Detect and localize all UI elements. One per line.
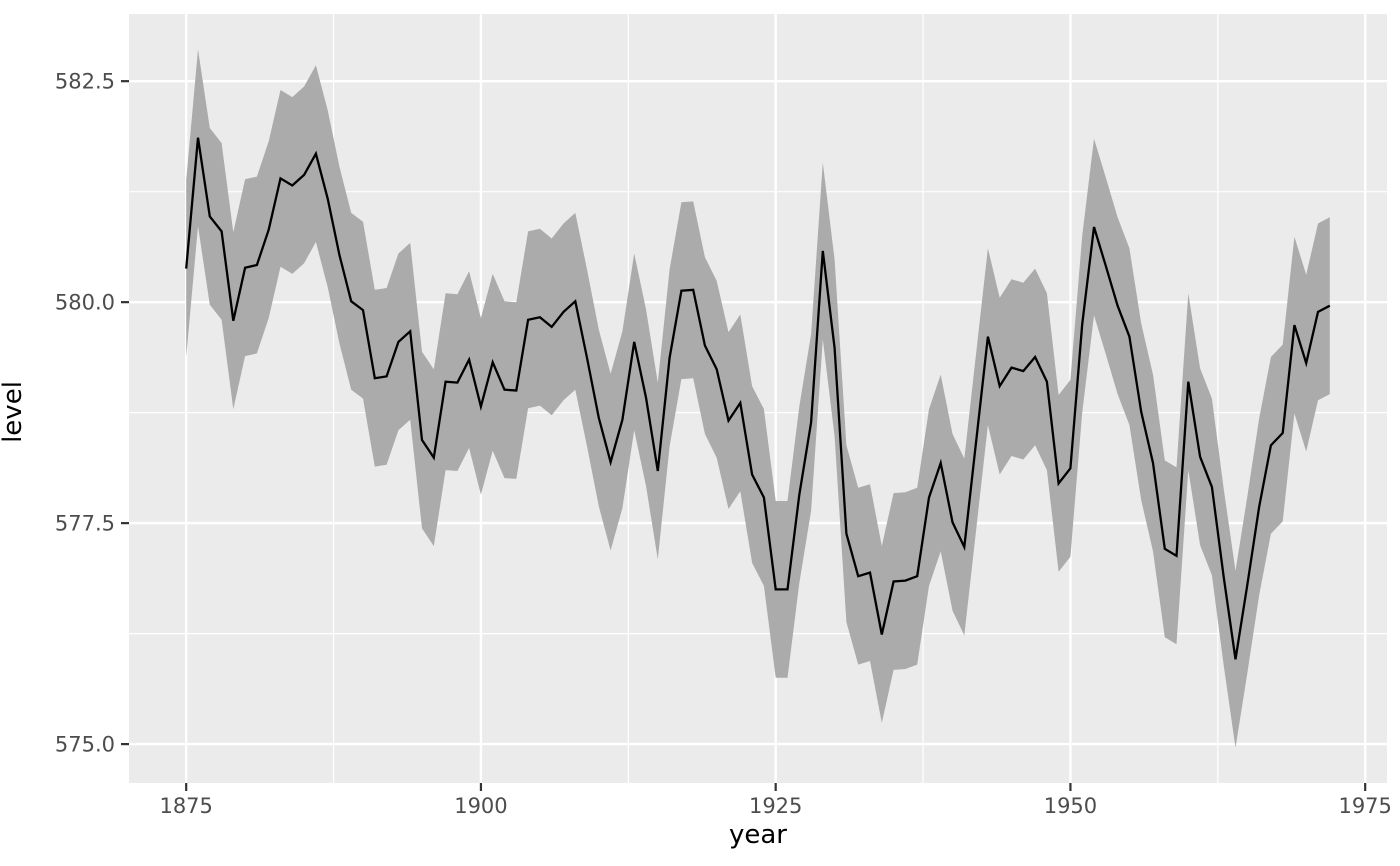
data-line xyxy=(185,137,1331,660)
y-tick-label: 582.5 xyxy=(55,70,115,94)
y-axis-title-text: level xyxy=(0,381,28,443)
y-tick-label: 577.5 xyxy=(55,512,115,536)
y-tick-label: 580.0 xyxy=(55,291,115,315)
x-axis-title: year xyxy=(728,820,787,850)
x-tick-label: 1950 xyxy=(1044,794,1097,818)
x-tick-label: 1925 xyxy=(749,794,802,818)
x-tick-label: 1875 xyxy=(159,794,212,818)
x-tick-label: 1900 xyxy=(454,794,507,818)
y-tick-label: 575.0 xyxy=(55,733,115,757)
x-tick-label: 1975 xyxy=(1338,794,1391,818)
confidence-ribbon xyxy=(186,49,1330,748)
